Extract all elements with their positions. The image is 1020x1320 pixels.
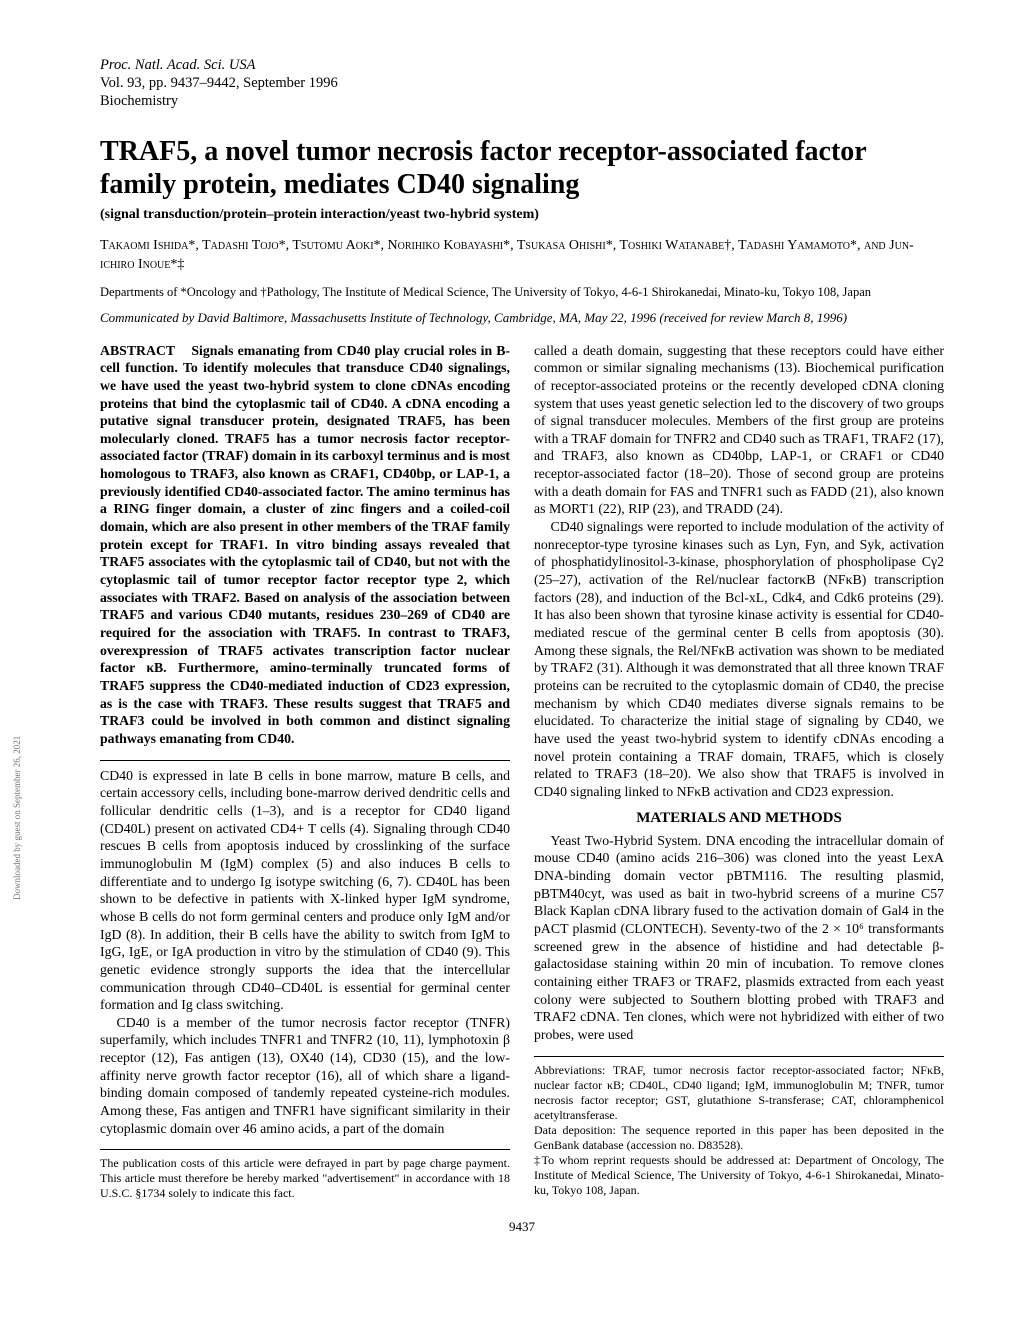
journal-section: Biochemistry (100, 92, 944, 110)
article-title: TRAF5, a novel tumor necrosis factor rec… (100, 136, 944, 200)
abbreviations-text: Abbreviations: TRAF, tumor necrosis fact… (534, 1063, 944, 1123)
page-number: 9437 (100, 1219, 944, 1235)
right-para-2: CD40 signalings were reported to include… (534, 518, 944, 801)
authors: Takaomi Ishida*, Tadashi Tojo*, Tsutomu … (100, 237, 944, 275)
two-column-body: ABSTRACT Signals emanating from CD40 pla… (100, 342, 944, 1202)
methods-para-1: Yeast Two-Hybrid System. DNA encoding th… (534, 832, 944, 1044)
methods-heading: MATERIALS AND METHODS (534, 809, 944, 828)
publication-footnote-text: The publication costs of this article we… (100, 1156, 510, 1201)
journal-volume: Vol. 93, pp. 9437–9442, September 1996 (100, 74, 944, 92)
journal-header: Proc. Natl. Acad. Sci. USA Vol. 93, pp. … (100, 56, 944, 110)
abstract-block: ABSTRACT Signals emanating from CD40 pla… (100, 342, 510, 748)
data-deposition-text: Data deposition: The sequence reported i… (534, 1123, 944, 1153)
footnote-divider-right (534, 1056, 944, 1057)
footnote-divider-left (100, 1149, 510, 1150)
journal-name: Proc. Natl. Acad. Sci. USA (100, 56, 944, 74)
correspondence-text: ‡To whom reprint requests should be addr… (534, 1153, 944, 1198)
page: Proc. Natl. Acad. Sci. USA Vol. 93, pp. … (0, 0, 1020, 1275)
right-column: called a death domain, suggesting that t… (534, 342, 944, 1202)
download-note: Downloaded by guest on September 26, 202… (12, 736, 22, 900)
abstract-text: Signals emanating from CD40 play crucial… (100, 343, 510, 746)
affiliations: Departments of *Oncology and †Pathology,… (100, 285, 944, 300)
intro-para-1: CD40 is expressed in late B cells in bon… (100, 767, 510, 1014)
divider (100, 760, 510, 761)
abstract-label: ABSTRACT (100, 343, 175, 358)
article-subtitle: (signal transduction/protein–protein int… (100, 207, 944, 223)
intro-para-2: CD40 is a member of the tumor necrosis f… (100, 1014, 510, 1138)
right-para-1: called a death domain, suggesting that t… (534, 342, 944, 519)
left-column: ABSTRACT Signals emanating from CD40 pla… (100, 342, 510, 1202)
abbreviations-footnote: Abbreviations: TRAF, tumor necrosis fact… (534, 1063, 944, 1198)
publication-footnote: The publication costs of this article we… (100, 1156, 510, 1201)
communicated-by: Communicated by David Baltimore, Massach… (100, 310, 944, 326)
